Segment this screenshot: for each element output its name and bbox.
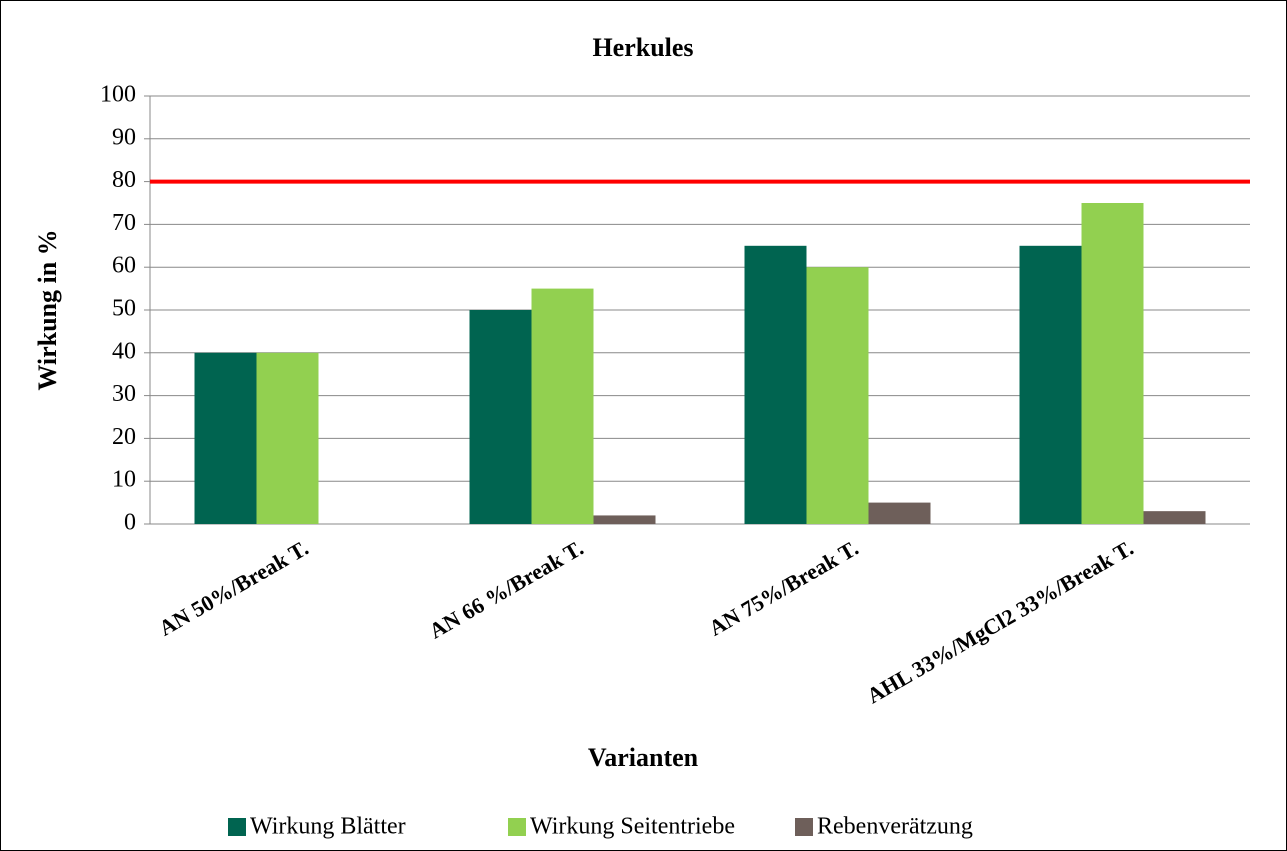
- bar: [806, 267, 869, 524]
- legend-label: Wirkung Blätter: [250, 814, 406, 840]
- y-tick-label: 80: [112, 167, 136, 193]
- bar: [1019, 245, 1082, 525]
- bar: [194, 352, 257, 524]
- y-tick-label: 70: [112, 210, 136, 236]
- bar: [469, 310, 532, 524]
- y-tick-label: 60: [112, 253, 136, 279]
- bar: [1081, 203, 1144, 524]
- bar: [256, 352, 319, 524]
- legend-label: Wirkung Seitentriebe: [530, 814, 735, 840]
- legend-swatch: [228, 818, 246, 836]
- bar: [1143, 511, 1206, 524]
- y-tick-label: 0: [124, 510, 136, 536]
- legend-label: Rebenverätzung: [817, 814, 973, 840]
- legend-swatch: [508, 818, 526, 836]
- y-tick-label: 30: [112, 381, 136, 407]
- bar: [593, 515, 656, 524]
- bar: [744, 245, 807, 525]
- y-tick-label: 10: [112, 467, 136, 493]
- y-axis-title: Wirkung in %: [33, 229, 62, 390]
- y-tick-label: 90: [112, 124, 136, 150]
- bar: [868, 502, 931, 524]
- y-tick-label: 50: [112, 296, 136, 322]
- chart-title: Herkules: [592, 33, 693, 62]
- y-tick-label: 100: [100, 82, 136, 108]
- legend-swatch: [795, 818, 813, 836]
- bar: [531, 288, 594, 524]
- y-tick-label: 40: [112, 338, 136, 364]
- x-axis-title: Varianten: [588, 743, 699, 772]
- y-tick-label: 20: [112, 424, 136, 450]
